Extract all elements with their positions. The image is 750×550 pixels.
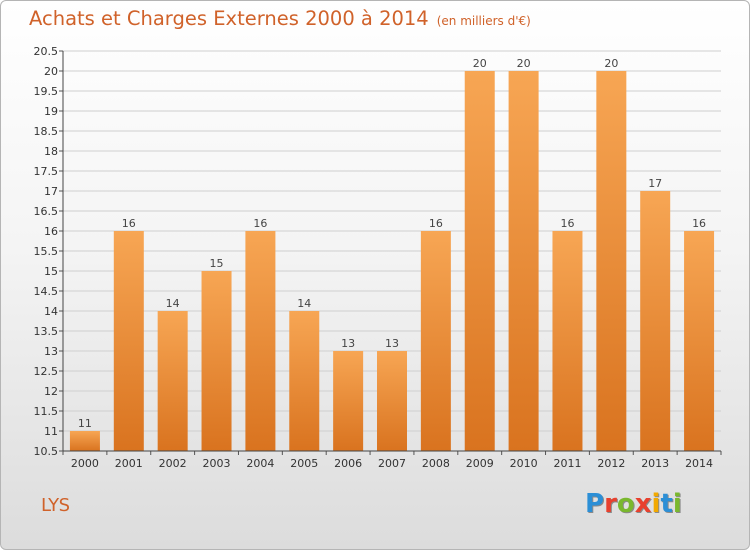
- y-tick-label: 17: [44, 185, 58, 198]
- y-tick-label: 16.5: [34, 205, 59, 218]
- bar-value-label: 14: [297, 297, 311, 310]
- y-tick-label: 18.5: [34, 125, 59, 138]
- bar-value-label: 20: [604, 57, 618, 70]
- logo-letter: t: [660, 489, 673, 519]
- logo-letter: P: [585, 489, 605, 519]
- y-tick-label: 13: [44, 345, 58, 358]
- bar-value-label: 20: [517, 57, 531, 70]
- bar: [113, 231, 144, 451]
- bar-value-label: 16: [692, 217, 706, 230]
- logo-letter: i: [651, 489, 661, 519]
- x-tick-label: 2007: [378, 457, 406, 470]
- commune-name: LYS: [41, 495, 70, 516]
- bars: 11 16 14 15 16 14 13 13 16 20 20 16 20 17 16: [69, 57, 715, 451]
- x-tick-label: 2013: [641, 457, 669, 470]
- y-tick-label: 19.5: [34, 85, 59, 98]
- y-tick-label: 13.5: [34, 325, 59, 338]
- x-tick-label: 2005: [290, 457, 318, 470]
- x-tick-label: 2002: [159, 457, 187, 470]
- bar-value-label: 15: [210, 257, 224, 270]
- y-tick-label: 11: [44, 425, 58, 438]
- logo-letter: r: [604, 489, 617, 519]
- bar: [640, 191, 671, 451]
- x-tick-label: 2009: [466, 457, 494, 470]
- bar-value-label: 16: [122, 217, 136, 230]
- y-tick-label: 14: [44, 305, 58, 318]
- y-tick-label: 16: [44, 225, 58, 238]
- bar-value-label: 14: [166, 297, 180, 310]
- bar: [420, 231, 451, 451]
- x-tick-label: 2001: [115, 457, 143, 470]
- bar: [377, 351, 407, 451]
- x-tick-label: 2000: [71, 457, 99, 470]
- bar-value-label: 20: [473, 57, 487, 70]
- bar-value-label: 16: [560, 217, 574, 230]
- x-tick-label: 2012: [597, 457, 625, 470]
- bar: [289, 311, 320, 451]
- y-tick-label: 10.5: [34, 445, 59, 458]
- x-tick-label: 2006: [334, 457, 362, 470]
- y-tick-label: 18: [44, 145, 58, 158]
- x-tick-label: 2014: [685, 457, 713, 470]
- bar: [596, 71, 627, 451]
- y-tick-label: 15.5: [34, 245, 59, 258]
- chart-subtitle: (en milliers d'€): [436, 14, 531, 28]
- logo-letter: o: [616, 489, 635, 519]
- chart-title: Achats et Charges Externes 2000 à 2014: [29, 7, 429, 30]
- x-tick-label: 2004: [246, 457, 274, 470]
- bar: [201, 271, 232, 451]
- y-tick-label: 20: [44, 65, 58, 78]
- x-tick-label: 2011: [553, 457, 581, 470]
- y-tick-label: 15: [44, 265, 58, 278]
- x-tick-label: 2008: [422, 457, 450, 470]
- chart-title-row: Achats et Charges Externes 2000 à 2014 (e…: [29, 7, 531, 30]
- bar: [552, 231, 583, 451]
- proxiti-logo[interactable]: Proxiti: [585, 489, 682, 519]
- y-tick-label: 11.5: [34, 405, 59, 418]
- bar: [508, 71, 539, 451]
- y-tick-label: 14.5: [34, 285, 59, 298]
- y-tick-label: 12.5: [34, 365, 59, 378]
- bar: [69, 431, 100, 451]
- bar-value-label: 17: [648, 177, 662, 190]
- bar-value-label: 16: [253, 217, 267, 230]
- y-tick-label: 12: [44, 385, 58, 398]
- y-tick-label: 17.5: [34, 165, 59, 178]
- axes: 10.5 11 11.5 12 12.5 13 13.5 14 14.5 15 15.5 16 16.5…: [34, 45, 722, 470]
- bar: [684, 231, 715, 451]
- x-tick-label: 2010: [510, 457, 538, 470]
- bar-value-label: 16: [429, 217, 443, 230]
- y-tick-label: 20.5: [34, 45, 59, 58]
- bar-value-label: 13: [341, 337, 355, 350]
- bar-value-label: 13: [385, 337, 399, 350]
- x-tick-label: 2003: [203, 457, 231, 470]
- bar: [245, 231, 276, 451]
- bar-value-label: 11: [78, 417, 92, 430]
- logo-letter: i: [672, 489, 682, 519]
- y-tick-label: 19: [44, 105, 58, 118]
- bar: [157, 311, 188, 451]
- bar: [333, 351, 364, 451]
- bar: [464, 71, 495, 451]
- logo-letter: x: [634, 489, 652, 519]
